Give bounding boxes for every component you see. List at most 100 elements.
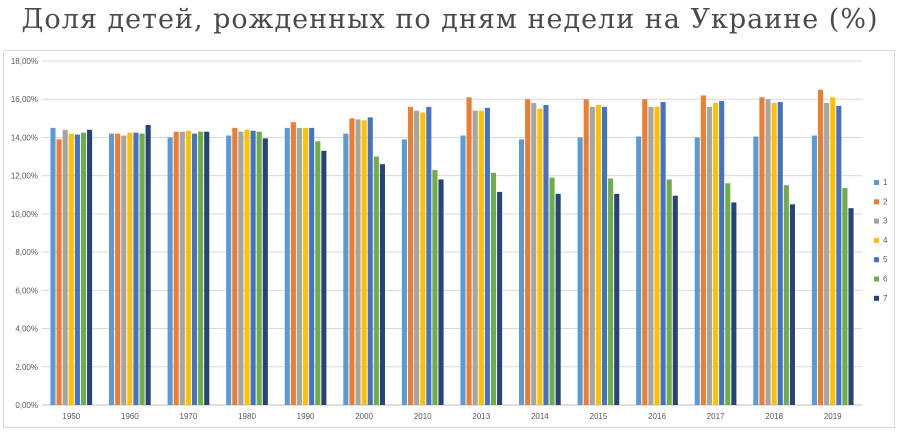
bar-2013-series-6 bbox=[490, 172, 497, 405]
x-tick-label: 2010 bbox=[414, 412, 432, 421]
bar-1960-series-2 bbox=[115, 133, 121, 405]
bar-2018-series-7 bbox=[789, 204, 795, 405]
bar-1960-series-3 bbox=[121, 135, 127, 406]
bar-1970-series-4 bbox=[185, 130, 191, 405]
y-tick-label: 2,00% bbox=[15, 363, 38, 372]
bar-1980-series-3 bbox=[238, 131, 244, 405]
bar-2019-series-2 bbox=[817, 89, 824, 406]
x-tick-label: 1950 bbox=[62, 412, 80, 421]
legend-label-6: 6 bbox=[883, 275, 888, 284]
bar-1970-series-7 bbox=[204, 131, 210, 405]
bar-1960-series-4 bbox=[127, 132, 133, 405]
bar-1960-series-7 bbox=[145, 125, 151, 406]
bar-2016-series-7 bbox=[672, 195, 678, 405]
bar-2013-series-2 bbox=[466, 97, 472, 406]
bar-2017-series-2 bbox=[700, 95, 706, 406]
bar-2013-series-7 bbox=[497, 191, 503, 405]
legend-swatch-3 bbox=[874, 218, 879, 224]
bar-2016-series-6 bbox=[666, 179, 672, 405]
chart-area bbox=[3, 50, 895, 428]
bar-1990-series-2 bbox=[290, 122, 296, 406]
bar-2000-series-1 bbox=[343, 133, 349, 405]
bar-2016-series-5 bbox=[660, 102, 666, 405]
bar-1950-series-6 bbox=[80, 132, 87, 405]
bar-2015-series-6 bbox=[608, 178, 614, 405]
bar-2000-series-2 bbox=[349, 118, 355, 405]
bar-2019-series-1 bbox=[811, 135, 817, 406]
bar-2014-series-7 bbox=[555, 193, 561, 405]
bar-2014-series-5 bbox=[543, 104, 549, 405]
y-axis-tick-labels: 0,00% 2,00% 4,00% 6,00% 8,00% 10,00% 12,00% 14,… bbox=[11, 57, 38, 410]
bar-1950-series-5 bbox=[74, 134, 80, 406]
bar-2015-series-2 bbox=[583, 99, 589, 405]
bar-1980-series-2 bbox=[232, 127, 238, 405]
bar-2000-series-3 bbox=[355, 119, 361, 406]
y-tick-label: 10,00% bbox=[11, 210, 38, 219]
bar-1980-series-4 bbox=[244, 129, 250, 406]
x-tick-label: 1960 bbox=[121, 412, 139, 421]
chart-title: Доля детей, рожденных по дням недели на … bbox=[21, 4, 879, 35]
bar-1990-series-7 bbox=[321, 150, 327, 405]
bar-2010-series-3 bbox=[414, 110, 420, 405]
y-tick-label: 18,00% bbox=[11, 57, 38, 66]
legend-swatch-1 bbox=[874, 180, 879, 185]
bar-2019-series-7 bbox=[848, 208, 854, 405]
bar-2017-series-6 bbox=[725, 183, 731, 405]
y-tick-label: 14,00% bbox=[11, 133, 38, 142]
bar-2016-series-4 bbox=[654, 106, 660, 405]
bar-2010-series-2 bbox=[407, 106, 414, 405]
bar-1970-series-2 bbox=[173, 131, 179, 405]
legend-label-1: 1 bbox=[883, 178, 888, 187]
bar-2016-series-3 bbox=[648, 106, 654, 405]
bar-1970-series-1 bbox=[167, 137, 173, 405]
x-tick-label: 2015 bbox=[590, 412, 608, 421]
bar-2019-series-5 bbox=[836, 105, 842, 406]
bar-2010-series-5 bbox=[426, 106, 432, 405]
bar-2018-series-5 bbox=[777, 102, 783, 405]
bar-1980-series-6 bbox=[256, 131, 262, 405]
legend-swatch-5 bbox=[874, 257, 879, 263]
bar-2013-series-1 bbox=[460, 135, 466, 406]
bar-1950-series-3 bbox=[62, 129, 68, 406]
legend-swatch-2 bbox=[874, 199, 879, 205]
x-tick-label: 1980 bbox=[238, 412, 256, 421]
bar-2010-series-6 bbox=[432, 169, 438, 405]
bar-1960-series-5 bbox=[133, 132, 139, 405]
bar-2019-series-4 bbox=[830, 97, 836, 406]
bar-2015-series-4 bbox=[595, 104, 601, 405]
bar-1980-series-5 bbox=[250, 130, 256, 405]
legend-label-7: 7 bbox=[883, 294, 888, 303]
legend-swatch-7 bbox=[874, 295, 879, 301]
bar-2013-series-5 bbox=[484, 107, 490, 406]
bar-2017-series-1 bbox=[694, 137, 700, 405]
x-tick-label: 2019 bbox=[824, 412, 842, 421]
x-tick-label: 2017 bbox=[707, 412, 725, 421]
bar-2013-series-3 bbox=[472, 110, 478, 405]
legend-swatch-6 bbox=[874, 276, 879, 282]
bar-2015-series-5 bbox=[601, 106, 608, 405]
bar-2014-series-4 bbox=[537, 108, 543, 406]
bar-1970-series-5 bbox=[191, 133, 198, 405]
bar-1970-series-3 bbox=[179, 131, 185, 405]
bar-1960-series-1 bbox=[109, 133, 115, 405]
x-axis-tick-labels: 1950 1960 1970 1980 1990 2000 2010 2013 2014 2015… bbox=[62, 412, 842, 421]
bar-1990-series-1 bbox=[284, 127, 290, 405]
bar-2018-series-6 bbox=[783, 185, 789, 405]
x-tick-label: 2016 bbox=[648, 412, 666, 421]
bar-1950-series-2 bbox=[56, 139, 62, 405]
legend-label-4: 4 bbox=[883, 236, 888, 245]
y-tick-label: 8,00% bbox=[15, 248, 38, 257]
bar-1990-series-4 bbox=[303, 127, 309, 405]
bar-2010-series-4 bbox=[420, 112, 426, 405]
bar-1990-series-6 bbox=[315, 141, 321, 405]
bar-1990-series-3 bbox=[296, 127, 303, 405]
bar-1950-series-7 bbox=[87, 129, 93, 406]
x-tick-label: 2018 bbox=[765, 412, 783, 421]
x-tick-label: 2000 bbox=[355, 412, 373, 421]
x-tick-label: 2014 bbox=[531, 412, 549, 421]
bar-2016-series-2 bbox=[642, 99, 648, 405]
bar-2010-series-7 bbox=[438, 179, 444, 405]
bar-1980-series-7 bbox=[262, 138, 268, 405]
bar-1950-series-4 bbox=[68, 133, 74, 405]
